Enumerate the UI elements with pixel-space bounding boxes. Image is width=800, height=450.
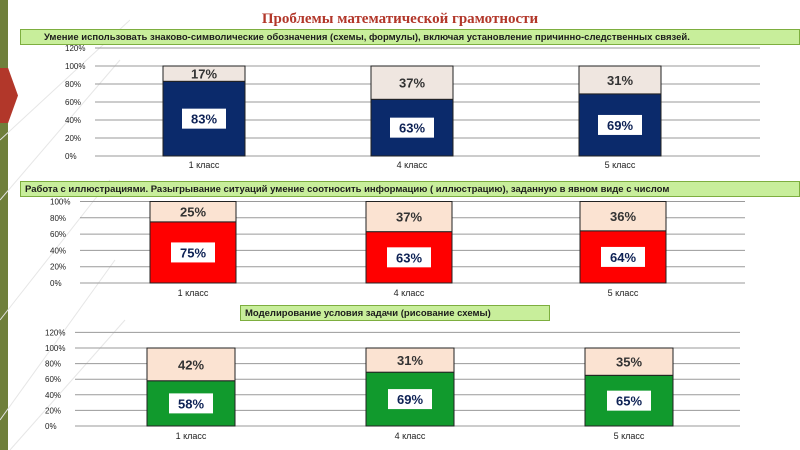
chart-3-category-label: 4 класс [395,431,426,441]
chart-3-data-label-box [169,393,213,414]
chart-3-y-tick-label: 0% [45,422,57,431]
chart-2-y-tick-label: 60% [50,230,66,239]
chart-2-y-tick-label: 20% [50,263,66,272]
chart-1-y-tick-label: 120% [65,44,85,53]
chart-2-data-label-box [171,242,215,263]
chart-2-category-label: 4 класс [394,288,425,298]
chart-3-y-tick-label: 100% [45,344,65,353]
chart-1-y-tick-label: 60% [65,98,81,107]
chart-1: 0% 20% 40% 60% 80% 100% 120% 83% 17% 1 класс 63% 37… [65,44,760,170]
chart-3-bar-top [584,347,674,376]
chart-2-y-tick-label: 80% [50,214,66,223]
chart-1-y-tick-label: 100% [65,62,85,71]
chart-3-data-label: 35% [616,355,642,370]
chart-2-data-label: 63% [396,250,422,265]
chart-3-data-label: 42% [178,357,204,372]
chart-2-y-tick-label: 40% [50,246,66,255]
chart-2-data-label: 37% [396,210,422,225]
chart-1-y-tick-label: 20% [65,134,81,143]
chart-1-data-label: 31% [607,73,633,88]
chart-1-data-label: 17% [191,67,217,82]
chart-2-y-tick-label: 100% [50,198,70,207]
chart-2-data-label: 36% [610,209,636,224]
chart-3: 0% 20% 40% 60% 80% 100% 120% 58% 42% 1 класс 69% 31… [45,328,740,441]
chart-2-bar-top [149,201,237,223]
chart-1-data-label: 69% [607,118,633,133]
chart-1-category-label: 1 класс [189,160,220,170]
chart-1-y-tick-label: 0% [65,152,77,161]
chart-1-bar-top [162,65,246,82]
chart-2-data-label: 25% [180,205,206,220]
chart-3-title: Моделирование условия задачи (рисование … [240,305,550,321]
chart-2-bar-top [365,201,453,233]
chart-2-bar-top [579,201,667,232]
chart-2-category-label: 5 класс [608,288,639,298]
chart-3-data-label-box [607,390,651,411]
chart-1-data-label: 63% [399,121,425,136]
chart-3-data-label-box [388,389,432,410]
chart-1-bar-top [370,65,454,100]
chart-2-data-label-box [387,247,431,268]
chart-3-y-tick-label: 20% [45,406,61,415]
chart-3-data-label: 31% [397,353,423,368]
chart-2-data-label: 64% [610,250,636,265]
chart-1-y-tick-label: 80% [65,80,81,89]
chart-1-data-label-box [182,108,226,129]
chart-1-data-label-box [598,114,642,135]
chart-2-data-label: 75% [180,245,206,260]
chart-2-y-tick-label: 0% [50,279,62,288]
chart-3-data-label: 65% [616,394,642,409]
chart-1-category-label: 4 класс [397,160,428,170]
chart-3-data-label: 58% [178,396,204,411]
chart-3-category-label: 5 класс [614,431,645,441]
chart-1-y-tick-label: 40% [65,116,81,125]
chart-3-y-tick-label: 80% [45,360,61,369]
page-title: Проблемы математической грамотности [261,11,539,27]
chart-2: 0% 20% 40% 60% 80% 100% 75% 25% 1 класс 63% 37% 4 к… [50,198,745,298]
chart-3-data-label: 69% [397,392,423,407]
chart-1-category-label: 5 класс [605,160,636,170]
chart-3-y-tick-label: 40% [45,391,61,400]
chart-1-data-label: 83% [191,112,217,127]
chart-3-category-label: 1 класс [176,431,207,441]
chart-2-title: Работа с иллюстрациями. Разыгрывание сит… [20,181,800,197]
chart-2-bar-bottom [579,230,667,284]
chart-3-y-tick-label: 60% [45,375,61,384]
chart-3-y-tick-label: 120% [45,328,65,337]
chart-2-data-label-box [601,246,645,267]
chart-1-bar-top [578,65,662,95]
chart-1-data-label: 37% [399,76,425,91]
chart-3-bar-top [365,347,455,373]
chart-2-category-label: 1 класс [178,288,209,298]
chart-1-data-label-box [390,117,434,138]
chart-3-bar-top [146,347,236,382]
chart-1-title: Умение использовать знаково-символически… [20,29,800,45]
